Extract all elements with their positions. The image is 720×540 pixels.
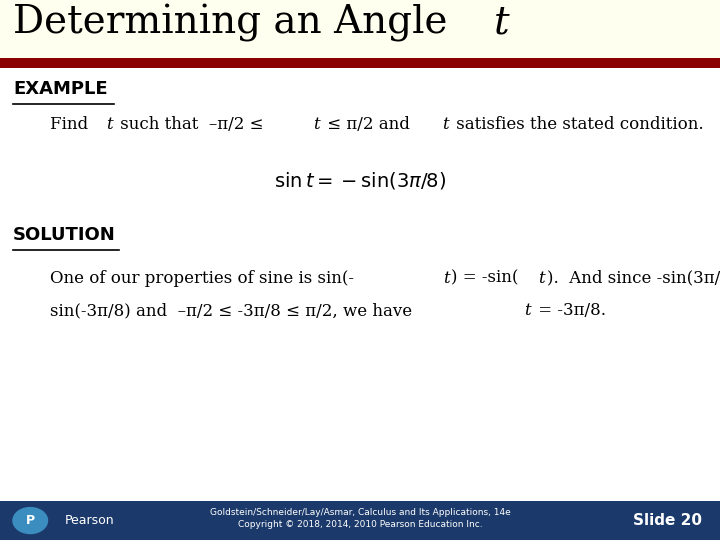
Text: ≤ π/2 and: ≤ π/2 and bbox=[322, 116, 415, 133]
Text: t: t bbox=[313, 116, 320, 133]
Text: such that  –π/2 ≤: such that –π/2 ≤ bbox=[115, 116, 269, 133]
Text: = -3π/8.: = -3π/8. bbox=[533, 302, 606, 319]
Text: One of our properties of sine is sin(-: One of our properties of sine is sin(- bbox=[50, 269, 354, 287]
Text: Determining an Angle: Determining an Angle bbox=[13, 4, 460, 42]
Text: ).  And since -sin(3π/8) =: ). And since -sin(3π/8) = bbox=[546, 269, 720, 287]
Text: t: t bbox=[524, 302, 531, 319]
Text: t: t bbox=[494, 4, 510, 41]
Text: SOLUTION: SOLUTION bbox=[13, 226, 116, 244]
Text: Pearson: Pearson bbox=[65, 514, 114, 527]
Text: $\sin t = -\sin(3\pi / 8)$: $\sin t = -\sin(3\pi / 8)$ bbox=[274, 171, 446, 191]
Text: Slide 20: Slide 20 bbox=[633, 513, 702, 528]
Text: EXAMPLE: EXAMPLE bbox=[13, 80, 107, 98]
Ellipse shape bbox=[13, 508, 48, 534]
Text: Find: Find bbox=[50, 116, 94, 133]
Text: sin(-3π/8) and  –π/2 ≤ -3π/8 ≤ π/2, we have: sin(-3π/8) and –π/2 ≤ -3π/8 ≤ π/2, we ha… bbox=[50, 302, 418, 319]
Text: t: t bbox=[442, 116, 449, 133]
Text: P: P bbox=[26, 514, 35, 527]
Text: t: t bbox=[443, 269, 449, 287]
Text: satisfies the stated condition.: satisfies the stated condition. bbox=[451, 116, 703, 133]
FancyBboxPatch shape bbox=[0, 58, 720, 68]
Text: t: t bbox=[538, 269, 545, 287]
Text: ) = -sin(: ) = -sin( bbox=[451, 269, 518, 287]
Text: t: t bbox=[107, 116, 113, 133]
Text: Goldstein/Schneider/Lay/Asmar, Calculus and Its Applications, 14e
Copyright © 20: Goldstein/Schneider/Lay/Asmar, Calculus … bbox=[210, 508, 510, 529]
FancyBboxPatch shape bbox=[0, 501, 720, 540]
FancyBboxPatch shape bbox=[0, 0, 720, 62]
